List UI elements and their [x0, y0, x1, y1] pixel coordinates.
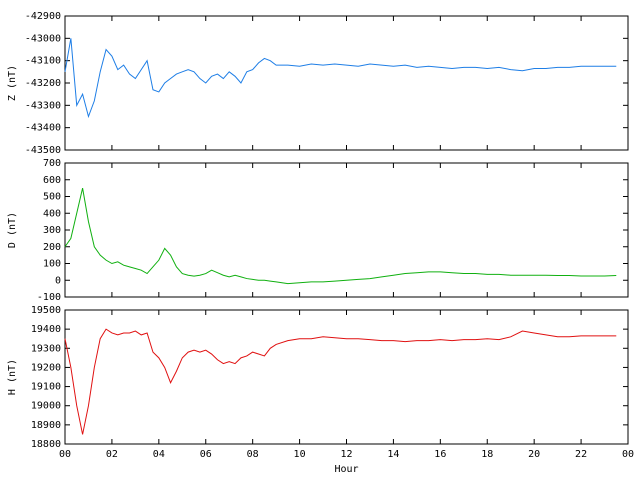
y-tick-label: -43500: [25, 145, 61, 156]
y-tick-label: -43000: [25, 33, 61, 44]
data-line: [64, 328, 617, 435]
y-tick-label: 500: [43, 192, 61, 203]
y-tick-label: 19400: [31, 324, 61, 335]
data-line: [64, 188, 617, 285]
y-tick-label: 18900: [31, 420, 61, 431]
x-tick-label: 22: [575, 449, 587, 460]
y-tick-label: 200: [43, 242, 61, 253]
y-tick-label: -42900: [25, 11, 61, 22]
y-tick-label: 400: [43, 208, 61, 219]
x-tick-label: 20: [528, 449, 540, 460]
y-tick-label: -100: [37, 292, 61, 303]
x-tick-label: 02: [106, 449, 118, 460]
x-tick-label: 00: [622, 449, 634, 460]
y-tick-label: 18800: [31, 439, 61, 450]
y-tick-label: 300: [43, 225, 61, 236]
y-tick-label: -43300: [25, 100, 61, 111]
x-tick-label: 00: [59, 449, 71, 460]
x-tick-label: 08: [247, 449, 259, 460]
y-tick-label: 19500: [31, 305, 61, 316]
y-tick-label: 700: [43, 158, 61, 169]
y-tick-label: 0: [55, 275, 61, 286]
x-tick-label: 12: [340, 449, 352, 460]
y-tick-label: -43400: [25, 123, 61, 134]
x-tick-label: 18: [481, 449, 493, 460]
x-tick-label: 04: [153, 449, 165, 460]
y-tick-label: -43100: [25, 56, 61, 67]
y-tick-label: 19000: [31, 401, 61, 412]
y-axis-label: D (nT): [7, 212, 18, 248]
y-axis-label: H (nT): [7, 359, 18, 395]
plot-frame: [64, 309, 629, 445]
y-tick-label: 600: [43, 175, 61, 186]
x-tick-label: 14: [387, 449, 399, 460]
x-axis-label: Hour: [334, 464, 358, 475]
y-tick-label: -43200: [25, 78, 61, 89]
plot-frame: [64, 15, 629, 151]
plot-frame: [64, 162, 629, 298]
y-tick-label: 19300: [31, 343, 61, 354]
y-tick-label: 100: [43, 259, 61, 270]
y-axis-label: Z (nT): [7, 65, 18, 101]
y-tick-label: 19200: [31, 362, 61, 373]
x-tick-label: 06: [200, 449, 212, 460]
data-line: [64, 38, 617, 119]
x-tick-label: 16: [434, 449, 446, 460]
y-tick-label: 19100: [31, 382, 61, 393]
x-tick-label: 10: [294, 449, 306, 460]
